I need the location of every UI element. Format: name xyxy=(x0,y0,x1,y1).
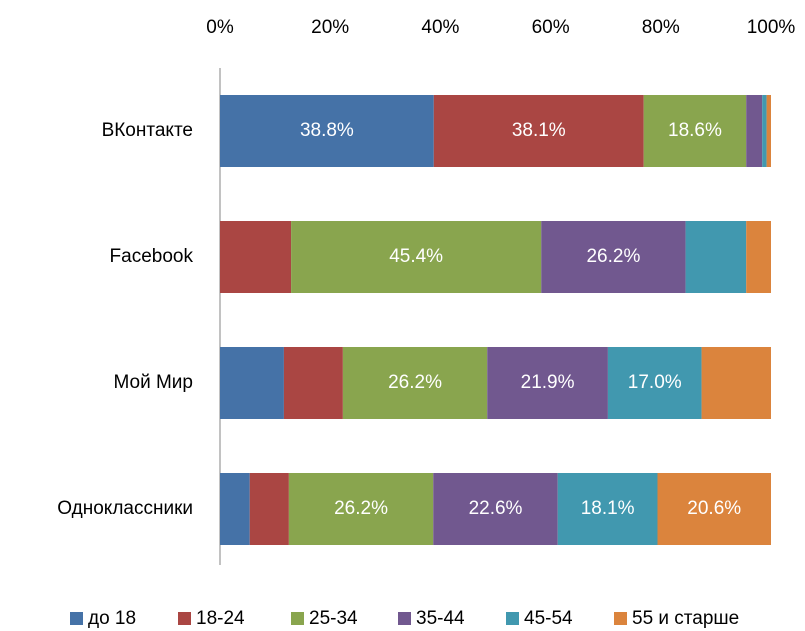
legend-label: 35-44 xyxy=(416,608,465,629)
legend-label: 25-34 xyxy=(309,608,358,629)
bar-segment xyxy=(249,473,289,545)
data-label: 18.6% xyxy=(668,120,722,141)
bar-segment xyxy=(220,473,250,545)
data-label: 20.6% xyxy=(687,498,741,519)
bar-segment xyxy=(433,95,644,167)
legend-swatch xyxy=(398,612,411,625)
data-label: 26.2% xyxy=(586,246,640,267)
legend-swatch xyxy=(178,612,191,625)
data-label: 45.4% xyxy=(389,246,443,267)
bar-segment xyxy=(433,473,558,545)
bar-segment xyxy=(220,347,284,419)
y-tick-label: Facebook xyxy=(110,246,194,267)
legend-swatch xyxy=(70,612,83,625)
legend-label: 55 и старше xyxy=(632,608,739,629)
x-tick-label: 0% xyxy=(206,17,234,38)
bar-segment xyxy=(746,95,763,167)
bar-segment xyxy=(220,221,292,293)
bar-segment xyxy=(762,95,767,167)
data-label: 17.0% xyxy=(628,372,682,393)
y-tick-label: Мой Мир xyxy=(113,372,193,393)
x-tick-label: 60% xyxy=(532,17,570,38)
data-label: 38.1% xyxy=(512,120,566,141)
y-tick-label: Одноклассники xyxy=(57,498,193,519)
legend-label: 45-54 xyxy=(524,608,573,629)
bar-segment xyxy=(746,221,771,293)
x-tick-label: 80% xyxy=(642,17,680,38)
bar-segment xyxy=(291,221,542,293)
x-tick-label: 100% xyxy=(747,17,796,38)
data-label: 22.6% xyxy=(469,498,523,519)
legend-swatch xyxy=(506,612,519,625)
data-label: 18.1% xyxy=(581,498,635,519)
bar-segment xyxy=(288,473,434,545)
bar-segment xyxy=(557,473,658,545)
bar-segment xyxy=(657,473,771,545)
bar-segment xyxy=(220,95,434,167)
legend-label: до 18 xyxy=(88,608,136,629)
data-label: 26.2% xyxy=(334,498,388,519)
bar-segment xyxy=(541,221,686,293)
data-label: 21.9% xyxy=(521,372,575,393)
bar-segment xyxy=(685,221,747,293)
x-tick-label: 40% xyxy=(421,17,459,38)
data-label: 26.2% xyxy=(388,372,442,393)
bar-segment xyxy=(766,95,771,167)
bar-segment xyxy=(487,347,608,419)
data-label: 38.8% xyxy=(300,120,354,141)
bar-segment xyxy=(701,347,771,419)
legend-label: 18-24 xyxy=(196,608,245,629)
y-tick-label: ВКонтакте xyxy=(102,120,193,141)
legend-swatch xyxy=(614,612,627,625)
legend-swatch xyxy=(291,612,304,625)
bar-segment xyxy=(607,347,702,419)
bar-segment xyxy=(283,347,343,419)
x-tick-label: 20% xyxy=(311,17,349,38)
bar-segment xyxy=(643,95,747,167)
bar-segment xyxy=(342,347,488,419)
